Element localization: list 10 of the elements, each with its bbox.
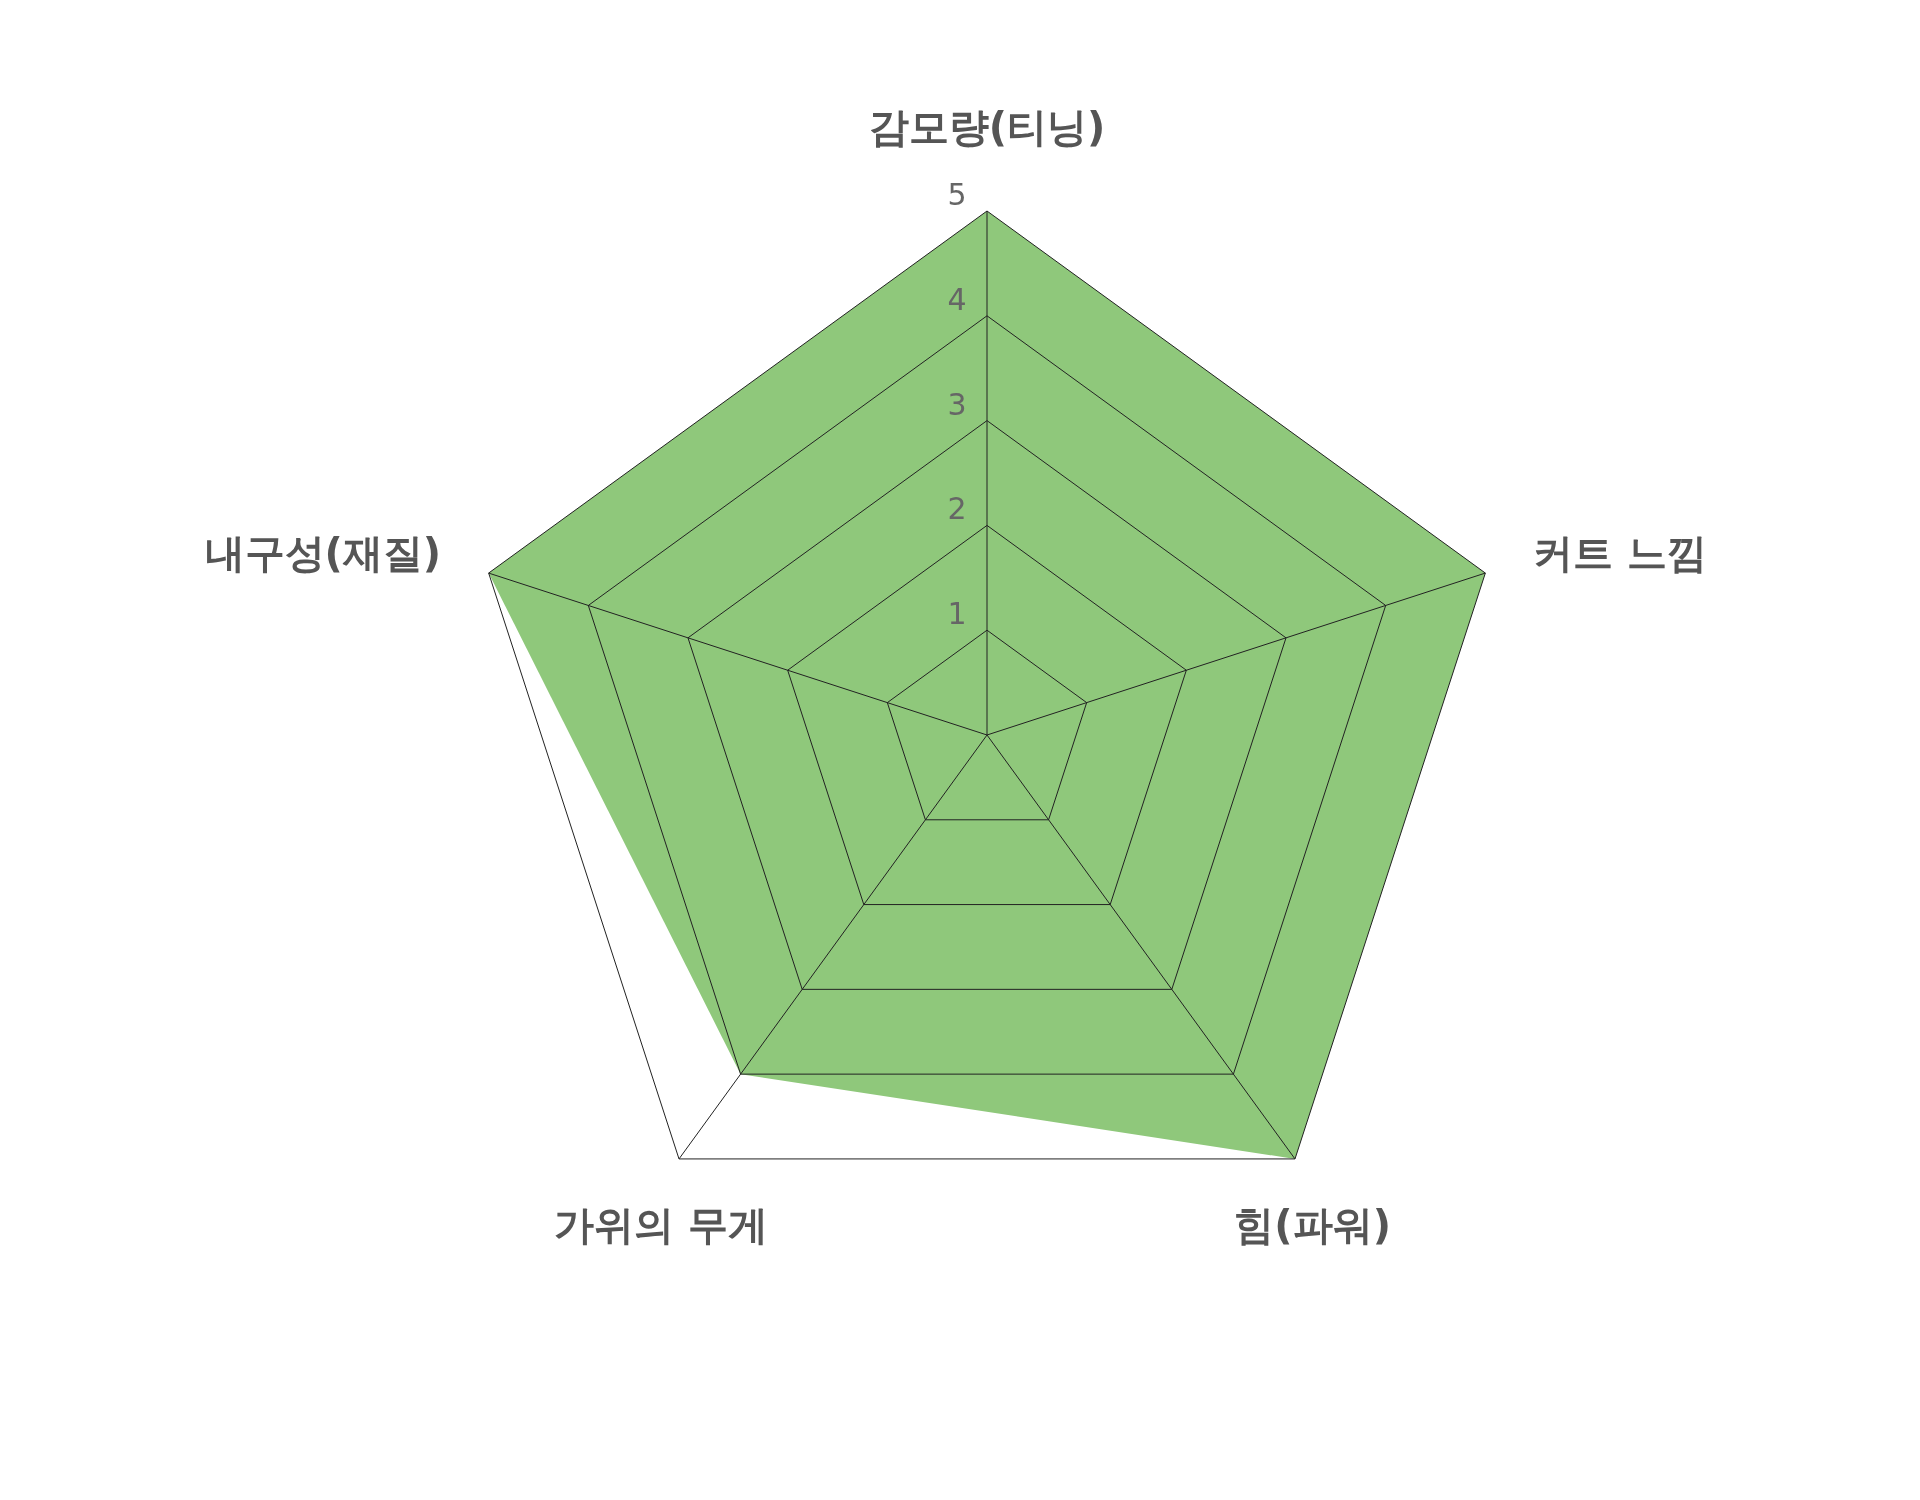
y-tick-label: 1 — [947, 596, 967, 632]
spoke-label: 힘(파워) — [1234, 1201, 1391, 1248]
y-tick-label: 4 — [947, 281, 967, 317]
y-tick-label: 5 — [947, 177, 967, 212]
y-tick-label: 2 — [947, 491, 967, 527]
spoke-label: 감모량(티닝) — [868, 104, 1106, 150]
spoke-label: 가위의 무게 — [554, 1201, 769, 1248]
y-tick-label: 3 — [947, 386, 967, 422]
spoke-label: 커트 느낌 — [1532, 529, 1707, 576]
spoke-label: 내구성(재질) — [204, 529, 442, 576]
